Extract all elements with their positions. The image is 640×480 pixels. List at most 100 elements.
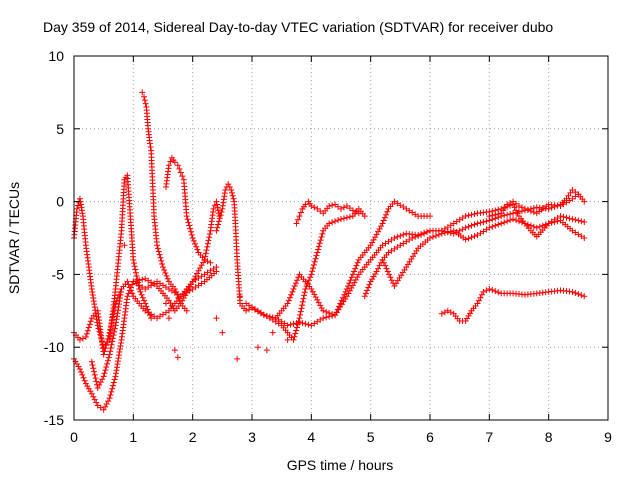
data-point — [427, 235, 433, 241]
data-point — [73, 205, 80, 212]
x-tick-label: 8 — [545, 429, 553, 445]
data-point — [296, 213, 303, 220]
data-point — [207, 259, 214, 266]
data-point — [441, 309, 448, 316]
data-point — [521, 205, 528, 212]
x-tick-label: 0 — [70, 429, 78, 445]
data-point — [375, 228, 382, 235]
data-point — [326, 202, 333, 209]
data-point — [293, 327, 300, 334]
data-point — [343, 285, 350, 292]
data-point — [329, 219, 336, 226]
data-point — [175, 294, 182, 301]
data-point — [143, 303, 150, 310]
data-point — [316, 240, 323, 247]
data-point — [294, 321, 301, 328]
data-point — [319, 230, 326, 237]
data-point — [468, 211, 475, 218]
data-point — [294, 216, 301, 223]
data-point — [504, 218, 511, 225]
data-point — [254, 344, 261, 351]
data-point — [510, 216, 517, 223]
data-point — [471, 221, 478, 228]
data-point — [478, 291, 485, 298]
data-point — [312, 255, 319, 262]
data-point — [575, 291, 582, 298]
data-point — [315, 246, 322, 253]
data-point — [326, 309, 333, 316]
data-point — [291, 333, 298, 340]
data-point — [87, 318, 94, 325]
data-point — [332, 312, 339, 319]
data-point — [518, 219, 525, 226]
data-point — [376, 262, 383, 269]
data-point — [341, 291, 348, 298]
y-tick-label: 0 — [56, 194, 64, 210]
data-point — [542, 221, 549, 228]
data-point — [171, 285, 178, 292]
data-points — [71, 89, 588, 413]
data-point — [302, 201, 309, 208]
data-point — [91, 368, 98, 375]
data-point — [137, 288, 144, 295]
data-point — [353, 262, 360, 269]
data-point — [332, 218, 339, 225]
data-point — [88, 390, 95, 397]
data-point — [204, 240, 211, 247]
data-point — [104, 339, 111, 345]
data-point — [447, 309, 454, 316]
data-point — [109, 335, 116, 342]
data-point — [474, 300, 481, 307]
data-point — [548, 219, 555, 226]
data-point — [378, 223, 385, 230]
data-point — [312, 294, 319, 301]
data-point — [551, 218, 558, 225]
data-point — [102, 367, 109, 374]
data-point — [90, 365, 97, 372]
data-point — [477, 219, 484, 226]
x-tick-label: 5 — [367, 429, 375, 445]
data-point — [471, 210, 478, 217]
data-point — [194, 270, 201, 277]
data-point — [533, 224, 540, 231]
data-point — [383, 211, 390, 218]
data-point — [94, 384, 101, 391]
data-point — [88, 358, 95, 365]
data-point — [141, 297, 148, 304]
data-point — [160, 264, 166, 271]
data-point — [183, 307, 190, 314]
data-point — [74, 202, 81, 209]
data-point — [174, 354, 181, 361]
data-point — [474, 220, 481, 227]
y-tick-label: -5 — [52, 266, 65, 282]
data-point — [222, 186, 229, 193]
data-point — [183, 289, 190, 296]
data-point — [192, 240, 199, 247]
data-point — [311, 258, 318, 265]
data-point — [424, 229, 431, 236]
data-point — [131, 263, 138, 270]
data-point — [155, 248, 162, 255]
data-point — [315, 299, 322, 306]
data-point — [106, 351, 113, 358]
data-point — [309, 288, 316, 295]
data-point — [203, 247, 210, 254]
data-point — [102, 345, 109, 352]
data-point — [289, 288, 296, 295]
data-point — [105, 332, 112, 339]
data-point — [133, 277, 140, 284]
data-point — [225, 181, 232, 188]
data-point — [337, 300, 344, 307]
data-point — [202, 250, 209, 257]
data-point — [110, 379, 117, 386]
data-point — [291, 283, 298, 290]
data-point — [581, 293, 588, 300]
data-point — [284, 336, 291, 343]
data-point — [376, 225, 383, 232]
data-point — [164, 275, 171, 282]
data-point — [375, 265, 382, 272]
data-point — [530, 223, 537, 230]
data-point — [489, 212, 496, 219]
chart-title: Day 359 of 2014, Sidereal Day-to-day VTE… — [43, 19, 553, 35]
data-point — [109, 385, 116, 392]
